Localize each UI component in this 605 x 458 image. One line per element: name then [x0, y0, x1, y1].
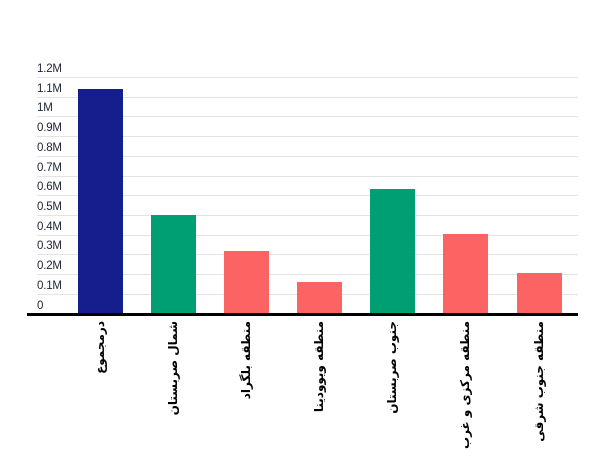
gridline	[37, 96, 578, 98]
gridline	[37, 175, 578, 177]
x-category-label-vojvodina-region: منطقه ویوودینا	[312, 321, 327, 413]
x-category-label-southeast-region: منطقه جنوب شرقی	[531, 321, 546, 442]
gridline	[37, 195, 578, 197]
bar-north-serbia	[150, 215, 196, 314]
gridline	[37, 254, 578, 256]
bar-south-serbia	[370, 189, 416, 314]
y-tick-label: 0	[37, 299, 44, 312]
y-tick-label: 0.4M	[37, 220, 62, 233]
y-tick-label: 0.3M	[37, 240, 62, 253]
gridline	[37, 155, 578, 157]
y-tick-label: 0.9M	[37, 122, 62, 135]
x-category-label-central-and-west-region: منطقه مرکزی و غرب	[458, 321, 473, 449]
y-tick-label: 0.5M	[37, 201, 62, 213]
bar-vojvodina-region	[297, 282, 343, 314]
gridline	[37, 77, 578, 78]
y-tick-label: 0.2M	[37, 260, 62, 273]
gridline	[37, 136, 578, 138]
x-category-label-total: درمجموع	[92, 321, 107, 374]
bar-total	[77, 88, 123, 314]
y-tick-label: 0.1M	[37, 279, 62, 292]
gridline	[37, 274, 578, 276]
gridline	[37, 116, 578, 118]
gridline	[37, 234, 578, 236]
y-tick-label: 0.7M	[37, 161, 62, 174]
x-category-label-belgrade-region: منطقه بلگراد	[239, 321, 253, 400]
y-tick-label: 0.6M	[37, 181, 62, 194]
bar-belgrade-region	[224, 251, 269, 314]
x-category-label-south-serbia: جنوب صربستان	[385, 321, 400, 414]
bar-southeast-region	[516, 273, 562, 314]
x-axis-line	[27, 313, 578, 316]
x-category-label-north-serbia: شمال صربستان	[165, 321, 180, 416]
y-tick-label: 1.2M	[37, 63, 62, 75]
gridline	[37, 215, 578, 216]
y-tick-label: 1M	[37, 102, 53, 115]
bar-central-and-west-region	[443, 233, 489, 314]
y-tick-label: 0.8M	[37, 141, 62, 154]
y-tick-label: 1.1M	[37, 82, 62, 95]
